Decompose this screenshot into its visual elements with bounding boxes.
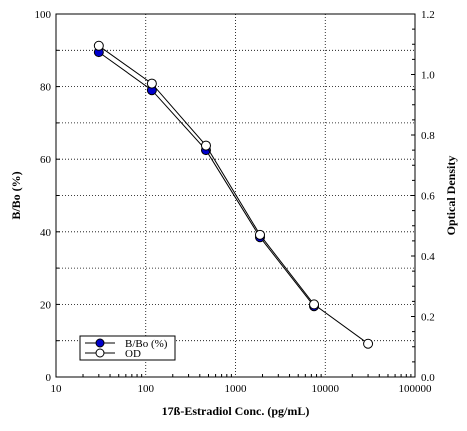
legend-label: OD bbox=[125, 348, 141, 360]
od-point bbox=[363, 338, 374, 349]
x-tick-label: 1000 bbox=[225, 383, 248, 395]
axis-ticks bbox=[56, 13, 415, 378]
od-point bbox=[200, 140, 211, 151]
legend-label: B/Bo (%) bbox=[125, 338, 168, 350]
x-tick-label: 100 bbox=[138, 383, 155, 395]
legend-marker bbox=[95, 348, 105, 358]
y-left-tick-label: 80 bbox=[40, 82, 52, 94]
od-point bbox=[93, 40, 104, 51]
y-left-tick-label: 40 bbox=[40, 227, 52, 239]
y-axis-left-title: B/Bo (%) bbox=[9, 171, 23, 219]
y-axis-right-title: Optical Density bbox=[444, 156, 458, 236]
y-right-tick-label: 1.2 bbox=[421, 9, 435, 21]
x-axis-title: 17ß-Estradiol Conc. (pg/mL) bbox=[162, 404, 310, 418]
data-series bbox=[93, 40, 374, 349]
legend-marker bbox=[95, 338, 105, 348]
y-right-tick-label: 1.0 bbox=[421, 70, 435, 82]
x-tick-label: 10000 bbox=[312, 383, 340, 395]
od-point bbox=[309, 299, 320, 310]
y-right-tick-label: 0.0 bbox=[421, 372, 435, 384]
series-line bbox=[98, 45, 369, 345]
y-left-tick-label: 100 bbox=[35, 9, 52, 21]
y-right-tick-label: 0.8 bbox=[421, 130, 435, 142]
x-tick-label: 10 bbox=[51, 383, 63, 395]
y-left-tick-label: 0 bbox=[46, 372, 52, 384]
y-right-tick-label: 0.2 bbox=[421, 312, 435, 324]
x-tick-label: 100000 bbox=[399, 383, 433, 395]
y-right-tick-label: 0.6 bbox=[421, 191, 435, 203]
y-left-tick-label: 20 bbox=[40, 299, 52, 311]
y-left-tick-label: 60 bbox=[40, 154, 52, 166]
legend: B/Bo (%)OD bbox=[79, 335, 176, 361]
legend-box bbox=[79, 335, 176, 361]
y-right-tick-label: 0.4 bbox=[421, 251, 435, 263]
grid-lines bbox=[56, 14, 415, 377]
od-point bbox=[255, 229, 266, 240]
od-point bbox=[146, 78, 157, 89]
tick-labels: 10 100 1000 10000 100000 0 20 40 60 80 100 0.0 0.2 0.… bbox=[35, 9, 436, 395]
